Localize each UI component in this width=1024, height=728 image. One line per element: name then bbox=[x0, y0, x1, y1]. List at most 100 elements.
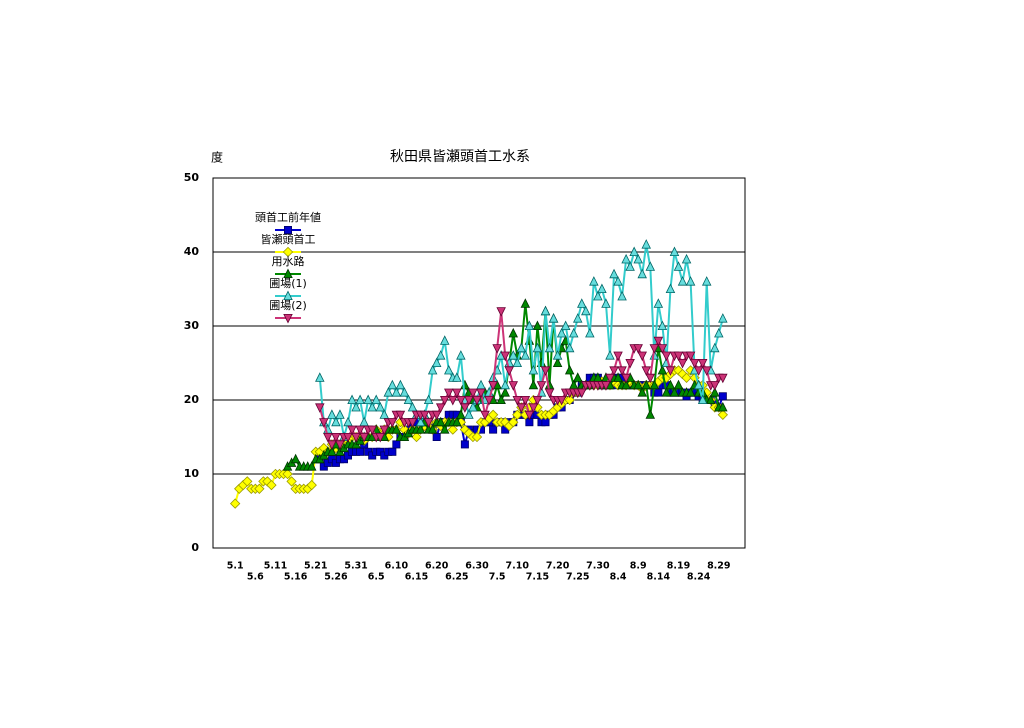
data-point bbox=[710, 381, 720, 391]
x-tick-label: 5.6 bbox=[247, 572, 264, 583]
data-point bbox=[452, 388, 462, 399]
data-point bbox=[528, 364, 539, 375]
data-point bbox=[392, 440, 401, 449]
data-point bbox=[432, 432, 441, 441]
data-point bbox=[645, 409, 656, 419]
data-point bbox=[431, 410, 442, 421]
data-point bbox=[601, 381, 611, 391]
data-point bbox=[653, 298, 664, 308]
data-point bbox=[581, 305, 591, 316]
data-point bbox=[315, 403, 325, 413]
x-tick-label: 6.15 bbox=[405, 572, 428, 583]
data-point bbox=[415, 424, 426, 434]
data-point bbox=[355, 394, 365, 405]
x-tick-label: 8.29 bbox=[707, 561, 730, 572]
data-point bbox=[468, 388, 478, 399]
data-point bbox=[718, 392, 727, 401]
y-tick-label: 30 bbox=[184, 319, 200, 332]
x-tick-label: 6.20 bbox=[425, 561, 449, 572]
data-point bbox=[388, 447, 397, 456]
legend-marker bbox=[283, 290, 293, 301]
data-point bbox=[306, 461, 317, 471]
x-tick-label: 6.5 bbox=[368, 572, 385, 583]
data-point bbox=[323, 432, 333, 443]
data-point bbox=[560, 320, 571, 331]
data-point bbox=[597, 283, 607, 294]
data-point bbox=[476, 388, 486, 399]
y-tick-label: 20 bbox=[184, 393, 200, 406]
legend-label: 皆瀬頭首工 bbox=[261, 232, 316, 246]
x-tick-label: 6.30 bbox=[465, 561, 489, 572]
data-point bbox=[411, 431, 422, 443]
data-point bbox=[375, 432, 386, 443]
data-point bbox=[673, 261, 684, 271]
data-point bbox=[645, 373, 656, 384]
data-point bbox=[427, 424, 438, 434]
data-point bbox=[419, 410, 430, 421]
legend-label: 圃場(2) bbox=[269, 299, 307, 312]
data-point bbox=[508, 350, 519, 360]
x-tick-label: 5.1 bbox=[227, 561, 244, 572]
data-point bbox=[629, 246, 639, 257]
data-point bbox=[512, 357, 523, 368]
data-point bbox=[625, 261, 635, 271]
data-point bbox=[657, 320, 668, 331]
data-point bbox=[444, 364, 454, 375]
data-point bbox=[601, 298, 611, 308]
data-point bbox=[613, 276, 623, 286]
data-point bbox=[319, 418, 329, 428]
x-tick-label: 8.19 bbox=[667, 561, 690, 572]
data-point bbox=[649, 379, 660, 390]
data-point bbox=[391, 424, 402, 434]
data-point bbox=[552, 350, 563, 360]
legend-marker bbox=[283, 313, 293, 324]
data-point bbox=[448, 395, 458, 406]
data-point bbox=[335, 440, 345, 450]
x-tick-label: 7.5 bbox=[489, 572, 506, 583]
data-point bbox=[355, 425, 365, 436]
data-point bbox=[431, 357, 442, 368]
data-point bbox=[524, 410, 535, 421]
legend-label: 頭首工前年値 bbox=[255, 210, 321, 224]
data-point bbox=[625, 358, 635, 369]
x-tick-label: 8.14 bbox=[647, 572, 671, 583]
data-point bbox=[617, 290, 627, 301]
data-point bbox=[621, 253, 631, 264]
data-point bbox=[718, 373, 728, 384]
data-point bbox=[532, 395, 543, 406]
x-tick-label: 7.10 bbox=[506, 561, 530, 572]
data-point bbox=[508, 381, 519, 391]
data-point bbox=[641, 366, 652, 376]
data-point bbox=[439, 335, 450, 345]
data-point bbox=[710, 342, 720, 353]
data-point bbox=[351, 401, 361, 412]
data-point bbox=[504, 366, 514, 376]
data-point bbox=[540, 305, 551, 316]
data-point bbox=[452, 372, 462, 382]
data-point bbox=[705, 394, 716, 405]
legend-label: 圃場(1) bbox=[269, 277, 307, 290]
data-point bbox=[439, 395, 450, 406]
data-point bbox=[689, 358, 700, 369]
data-point bbox=[572, 372, 583, 382]
data-point bbox=[399, 387, 410, 397]
x-tick-label: 7.25 bbox=[566, 572, 589, 583]
data-point bbox=[585, 327, 595, 338]
data-point bbox=[391, 387, 402, 397]
data-point bbox=[347, 394, 357, 405]
data-point bbox=[657, 344, 668, 354]
data-point bbox=[693, 379, 704, 390]
data-point bbox=[460, 440, 469, 449]
data-point bbox=[435, 416, 446, 427]
data-point bbox=[685, 276, 696, 286]
data-point bbox=[621, 373, 631, 384]
legend-marker bbox=[283, 225, 292, 234]
data-point bbox=[387, 379, 398, 390]
data-point bbox=[685, 387, 696, 397]
data-point bbox=[423, 394, 434, 405]
data-point bbox=[266, 479, 277, 491]
data-point bbox=[435, 350, 446, 360]
data-point bbox=[669, 246, 680, 257]
x-tick-label: 8.4 bbox=[610, 572, 627, 583]
data-point bbox=[464, 395, 474, 406]
